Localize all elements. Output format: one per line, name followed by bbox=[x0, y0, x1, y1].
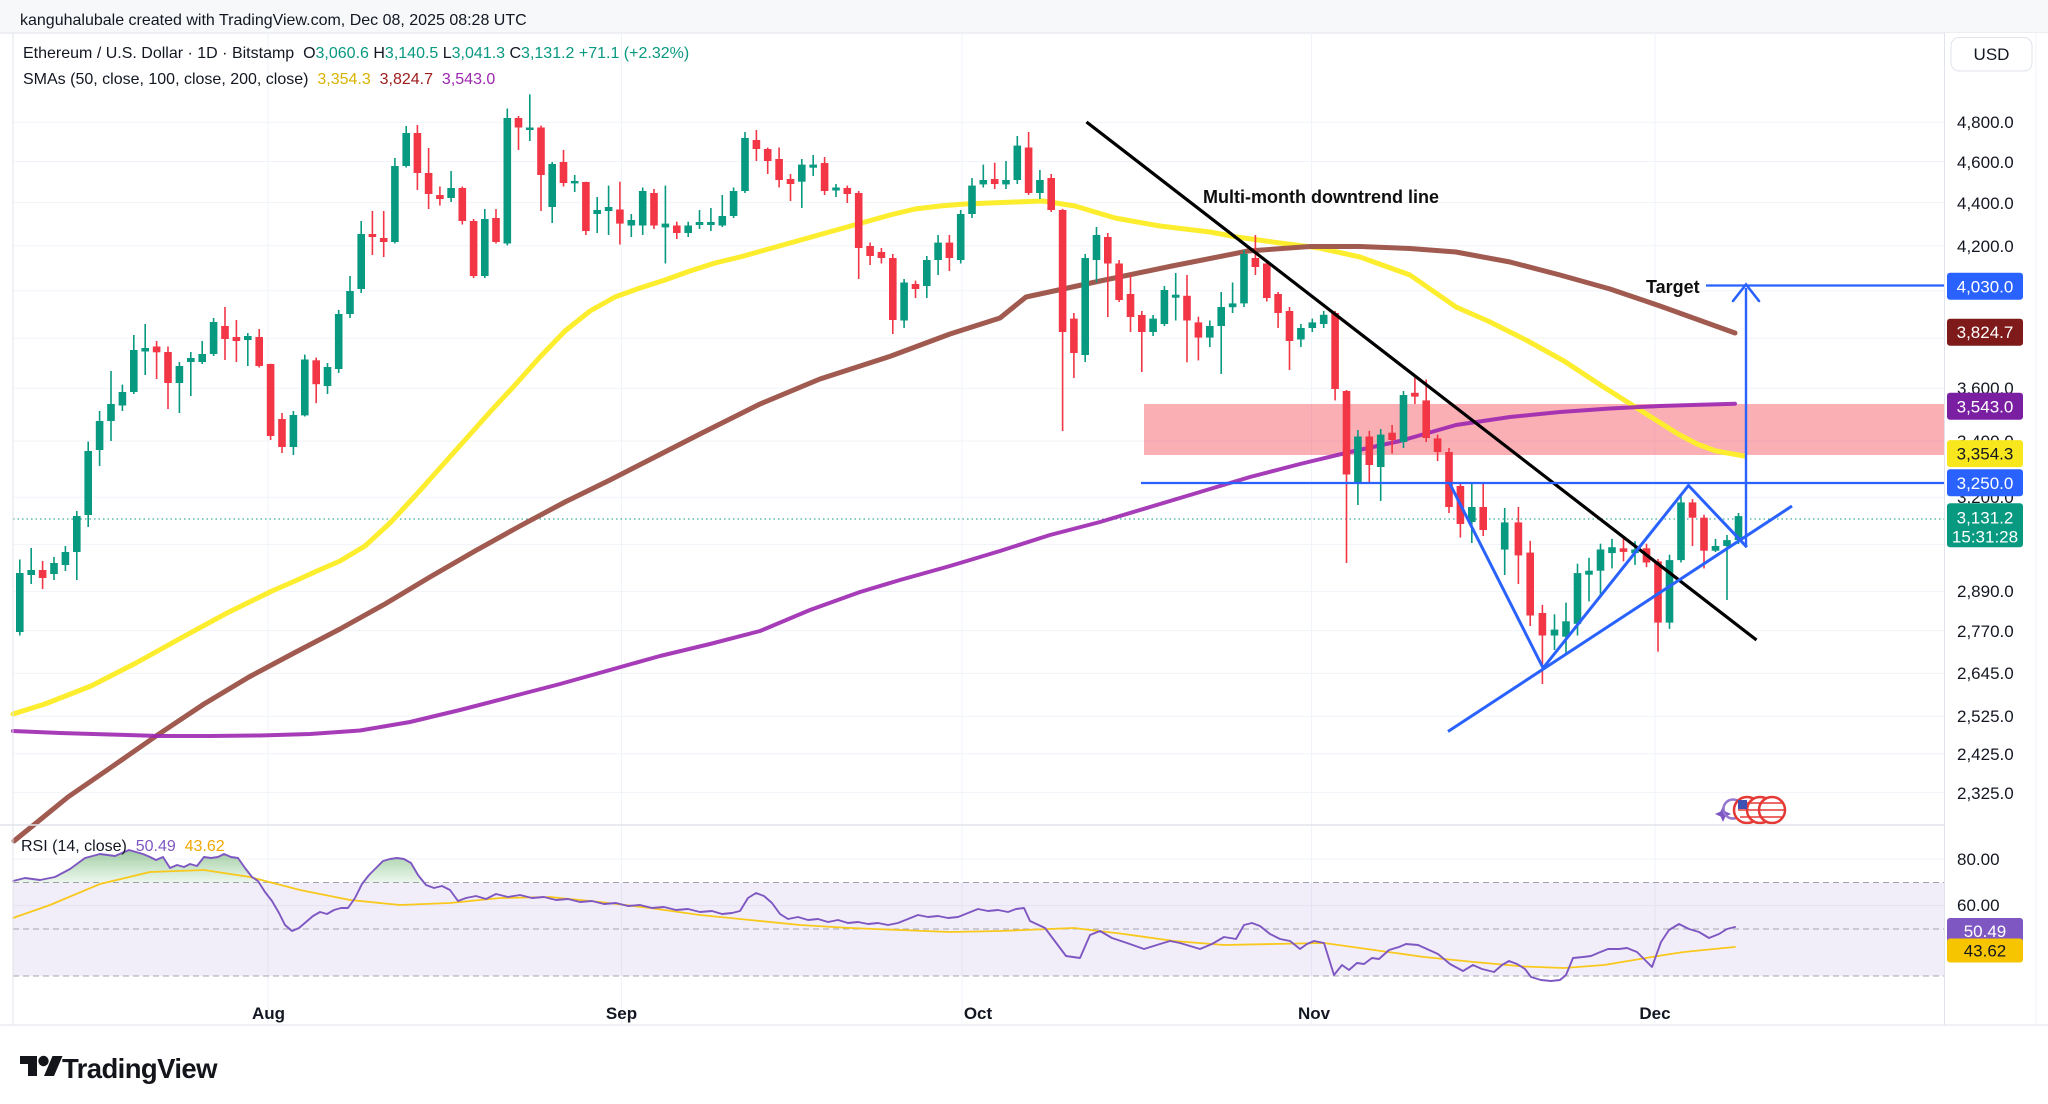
svg-text:2,645.0: 2,645.0 bbox=[1957, 664, 2014, 683]
svg-text:2,525.0: 2,525.0 bbox=[1957, 707, 2014, 726]
svg-text:4,600.0: 4,600.0 bbox=[1957, 153, 2014, 172]
svg-text:43.62: 43.62 bbox=[1964, 942, 2007, 961]
svg-text:80.00: 80.00 bbox=[1957, 850, 2000, 869]
svg-text:3,131.2: 3,131.2 bbox=[1957, 508, 2014, 527]
svg-text:TradingView: TradingView bbox=[62, 1053, 218, 1084]
svg-text:2,890.0: 2,890.0 bbox=[1957, 582, 2014, 601]
svg-text:Oct: Oct bbox=[964, 1004, 993, 1023]
svg-text:4,030.0: 4,030.0 bbox=[1957, 277, 2014, 296]
svg-text:2,770.0: 2,770.0 bbox=[1957, 622, 2014, 641]
svg-text:Multi-month downtrend line: Multi-month downtrend line bbox=[1203, 187, 1439, 207]
svg-text:15:31:28: 15:31:28 bbox=[1952, 527, 2018, 546]
svg-text:4,200.0: 4,200.0 bbox=[1957, 237, 2014, 256]
svg-text:Nov: Nov bbox=[1298, 1004, 1331, 1023]
svg-text:3,824.7: 3,824.7 bbox=[1957, 323, 2014, 342]
svg-text:2,325.0: 2,325.0 bbox=[1957, 784, 2014, 803]
svg-text:USD: USD bbox=[1974, 45, 2010, 64]
svg-text:Ethereum / U.S. Dollar · 1D ·: Ethereum / U.S. Dollar · 1D · Bitstamp O… bbox=[23, 45, 689, 62]
svg-text:4,400.0: 4,400.0 bbox=[1957, 194, 2014, 213]
svg-text:3,250.0: 3,250.0 bbox=[1957, 474, 2014, 493]
svg-text:Aug: Aug bbox=[252, 1004, 285, 1023]
svg-text:SMAs (50, close, 100, close, 2: SMAs (50, close, 100, close, 200, close)… bbox=[23, 71, 495, 88]
svg-text:3,354.3: 3,354.3 bbox=[1957, 445, 2014, 464]
svg-text:Dec: Dec bbox=[1639, 1004, 1670, 1023]
svg-text:50.49: 50.49 bbox=[1964, 922, 2007, 941]
svg-text:4,800.0: 4,800.0 bbox=[1957, 113, 2014, 132]
svg-text:kanguhalubale created with Tra: kanguhalubale created with TradingView.c… bbox=[20, 12, 527, 29]
svg-text:Sep: Sep bbox=[606, 1004, 637, 1023]
svg-text:RSI (14, close) 50.49 43.62: RSI (14, close) 50.49 43.62 bbox=[21, 838, 225, 855]
svg-text:2,425.0: 2,425.0 bbox=[1957, 745, 2014, 764]
svg-text:60.00: 60.00 bbox=[1957, 896, 2000, 915]
svg-text:Target: Target bbox=[1646, 277, 1700, 297]
svg-text:3,543.0: 3,543.0 bbox=[1957, 397, 2014, 416]
